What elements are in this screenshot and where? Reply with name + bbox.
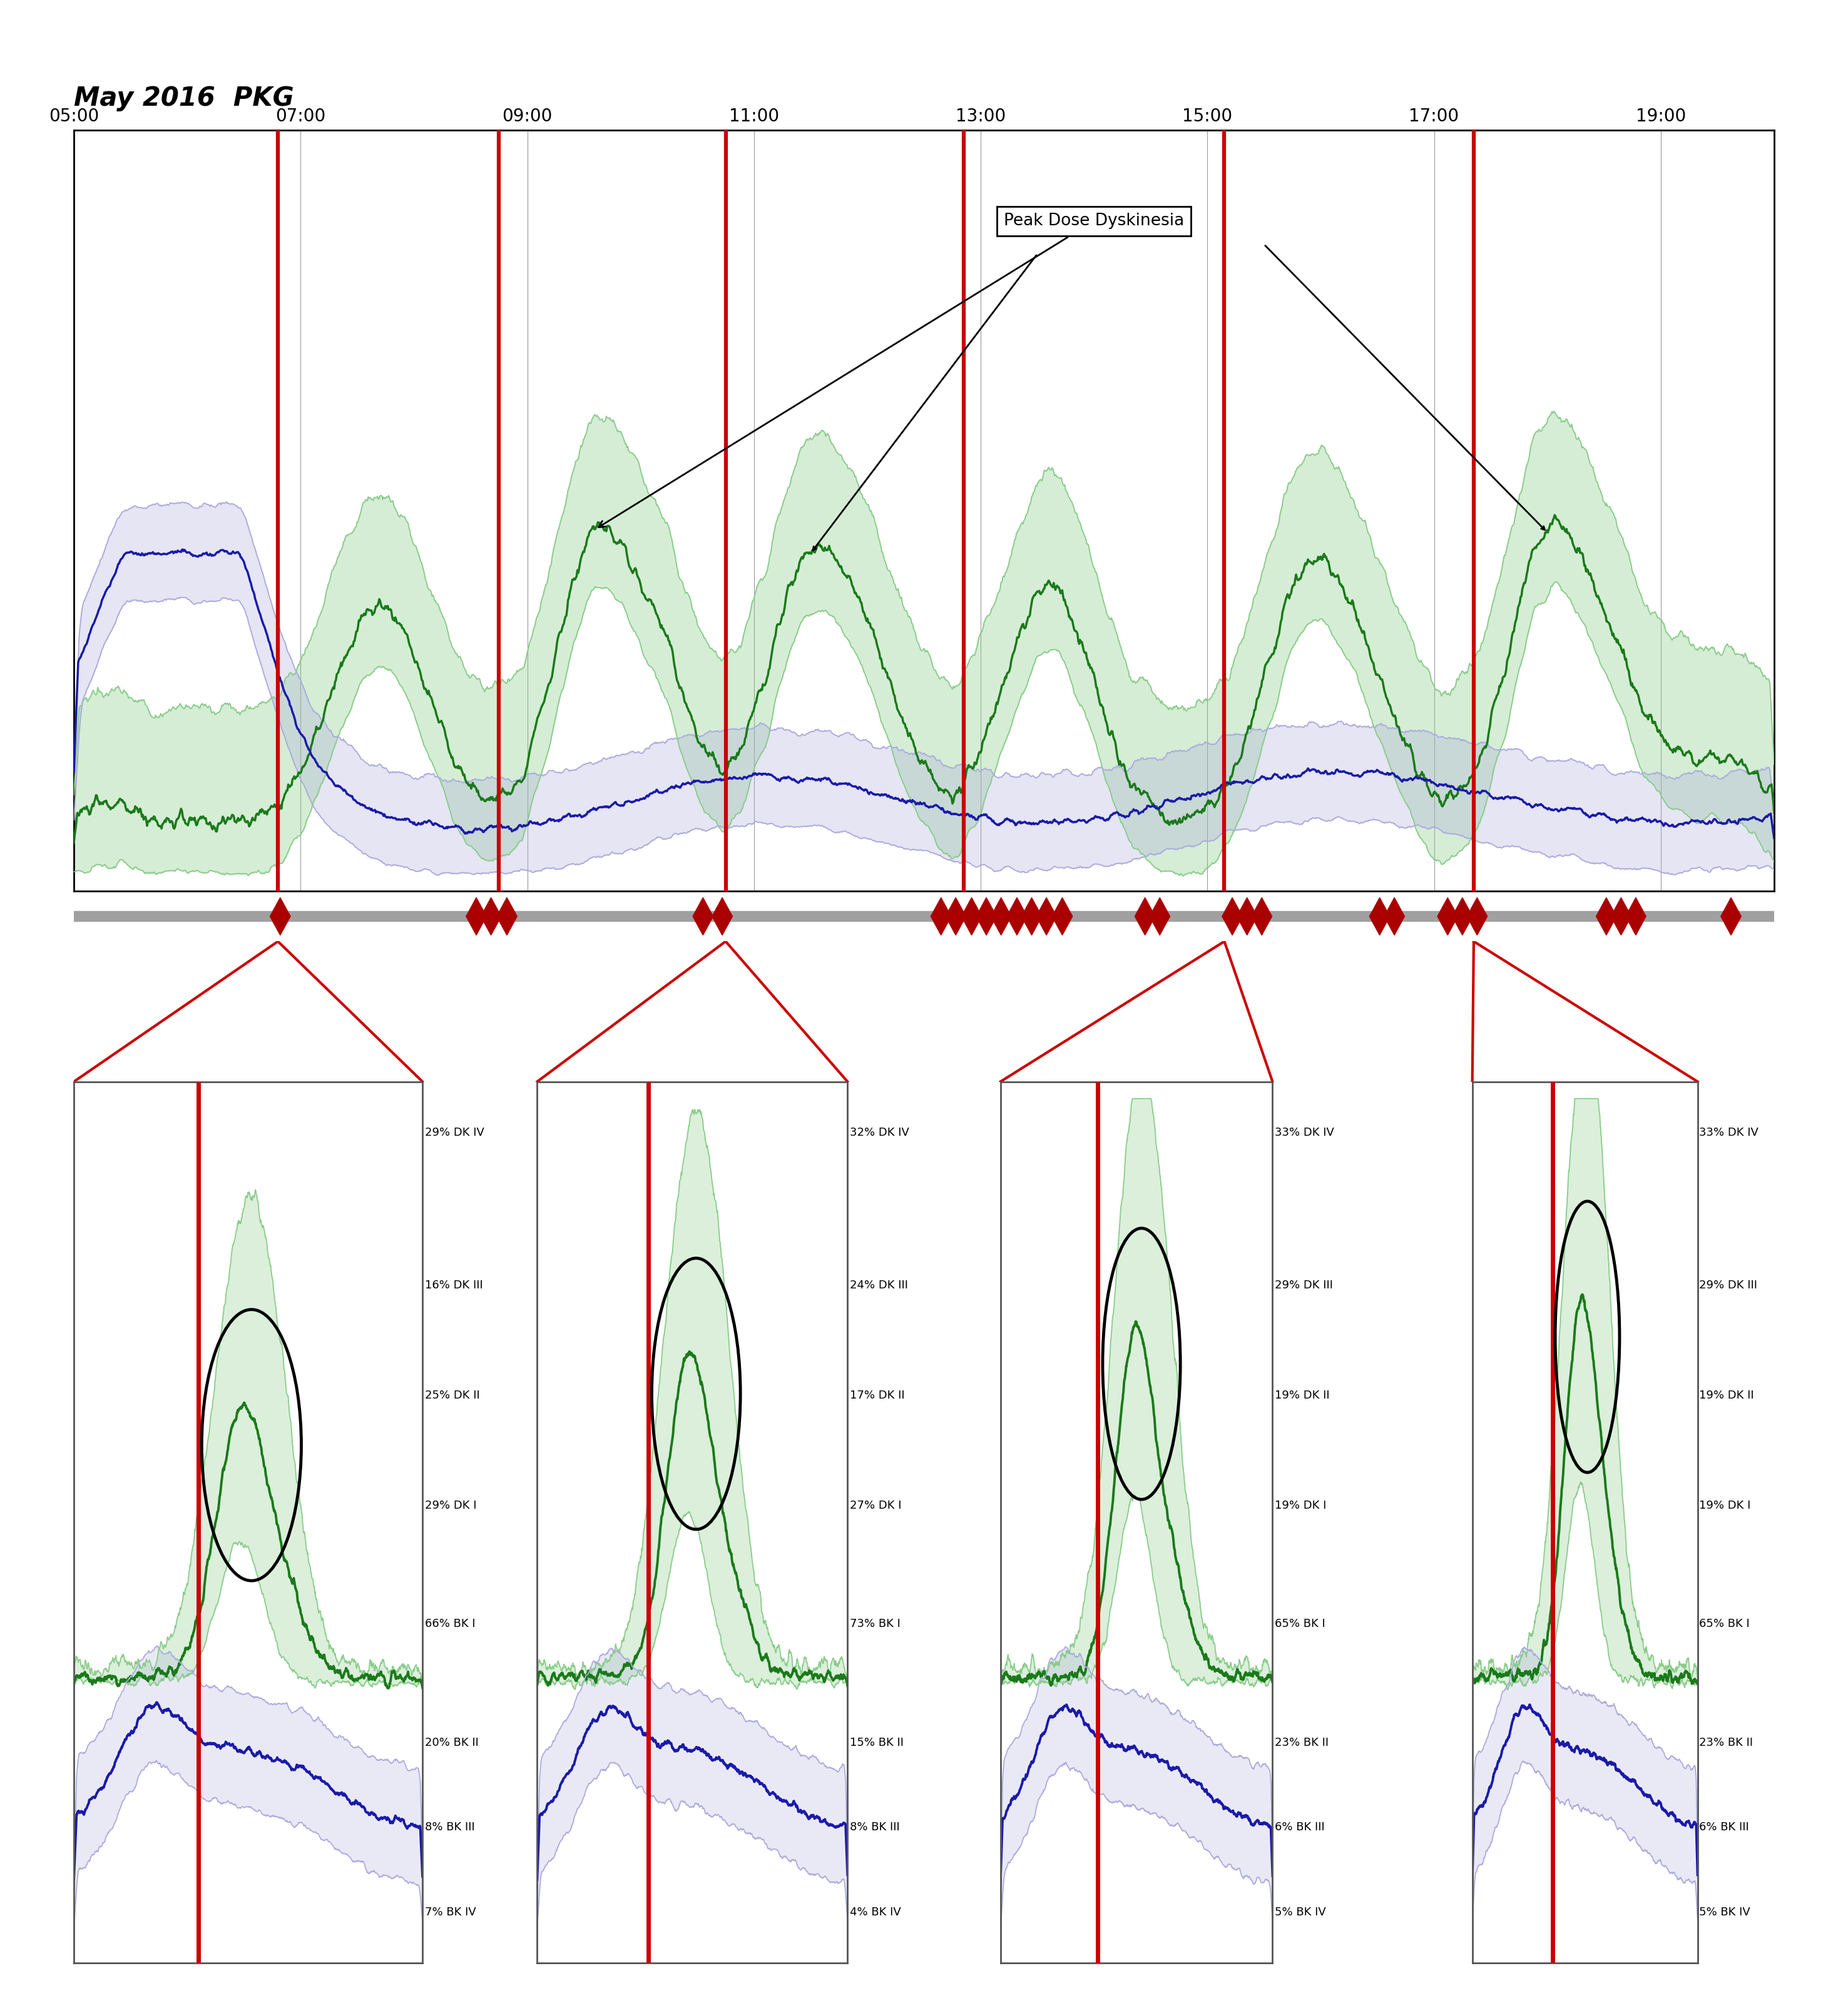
Text: 7% BK IV: 7% BK IV [425,1907,477,1917]
Polygon shape [1438,897,1458,935]
Text: 33% DK IV: 33% DK IV [1698,1128,1759,1138]
Polygon shape [1007,897,1027,935]
Text: 65% BK I: 65% BK I [1698,1618,1750,1630]
Text: 8% BK III: 8% BK III [425,1821,475,1833]
Polygon shape [1222,897,1242,935]
Text: May 2016  PKG: May 2016 PKG [74,84,294,112]
Text: 23% BK II: 23% BK II [1698,1737,1754,1749]
Polygon shape [270,897,290,935]
Text: 19% DK I: 19% DK I [1698,1500,1750,1510]
Text: 65% BK I: 65% BK I [1275,1618,1325,1630]
Polygon shape [1251,897,1271,935]
Text: 23% BK II: 23% BK II [1275,1737,1329,1749]
Polygon shape [711,897,732,935]
Text: 66% BK I: 66% BK I [425,1618,475,1630]
Polygon shape [1597,897,1617,935]
Polygon shape [1626,897,1647,935]
Text: 17% DK II: 17% DK II [850,1390,904,1400]
Polygon shape [1149,897,1170,935]
Text: 27% DK I: 27% DK I [850,1500,902,1510]
Text: 33% DK IV: 33% DK IV [1275,1128,1334,1138]
Polygon shape [961,897,981,935]
Text: 32% DK IV: 32% DK IV [850,1128,909,1138]
Text: 24% DK III: 24% DK III [850,1280,907,1290]
Text: 8% BK III: 8% BK III [850,1821,900,1833]
Text: 15% BK II: 15% BK II [850,1737,904,1749]
Text: 29% DK I: 29% DK I [425,1500,477,1510]
Polygon shape [1135,897,1155,935]
Text: 29% DK III: 29% DK III [1698,1280,1757,1290]
Text: 4% BK IV: 4% BK IV [850,1907,900,1917]
Polygon shape [1453,897,1473,935]
Text: 20% BK II: 20% BK II [425,1737,479,1749]
Polygon shape [946,897,967,935]
Polygon shape [1236,897,1257,935]
Text: 19% DK II: 19% DK II [1698,1390,1754,1400]
Text: 6% BK III: 6% BK III [1698,1821,1748,1833]
Polygon shape [497,897,517,935]
Polygon shape [976,897,996,935]
Polygon shape [1022,897,1042,935]
Polygon shape [991,897,1011,935]
Text: 16% DK III: 16% DK III [425,1280,482,1290]
Text: 5% BK IV: 5% BK IV [1698,1907,1750,1917]
Text: 6% BK III: 6% BK III [1275,1821,1325,1833]
Polygon shape [1467,897,1488,935]
Text: 29% DK IV: 29% DK IV [425,1128,484,1138]
Text: 73% BK I: 73% BK I [850,1618,900,1630]
Polygon shape [931,897,952,935]
Polygon shape [1037,897,1057,935]
Polygon shape [1720,897,1741,935]
Text: Peak Dose Dyskinesia: Peak Dose Dyskinesia [599,212,1185,527]
Polygon shape [466,897,486,935]
Text: 5% BK IV: 5% BK IV [1275,1907,1325,1917]
Polygon shape [1369,897,1390,935]
Polygon shape [693,897,713,935]
Text: 19% DK I: 19% DK I [1275,1500,1327,1510]
Bar [74,911,1774,921]
Polygon shape [1052,897,1072,935]
Polygon shape [1611,897,1632,935]
Polygon shape [480,897,501,935]
Polygon shape [1384,897,1404,935]
Text: 25% DK II: 25% DK II [425,1390,480,1400]
Text: 29% DK III: 29% DK III [1275,1280,1332,1290]
Text: 19% DK II: 19% DK II [1275,1390,1329,1400]
